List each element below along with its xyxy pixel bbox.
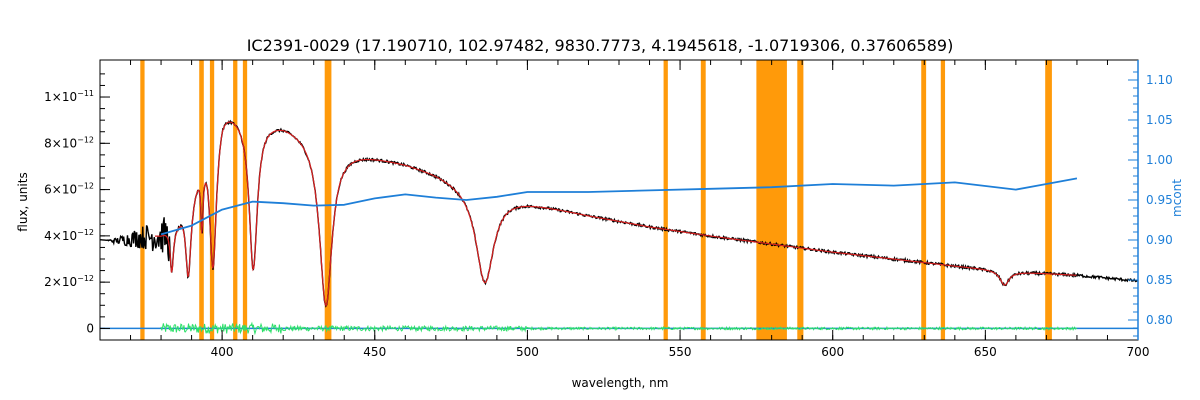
masked-regions xyxy=(140,60,1052,340)
y2-tick-label: 0.95 xyxy=(1146,193,1173,207)
y-tick-label: 6×10−12 xyxy=(44,182,94,197)
y-axis-left: 0 2×10−12 4×10−12 6×10−12 8×10−12 1×10−11 xyxy=(44,73,110,335)
mask-band-7 xyxy=(700,60,706,340)
mask-band-12 xyxy=(1045,60,1052,340)
y-tick-label: 8×10−12 xyxy=(44,135,94,150)
y2-tick-label: 1.00 xyxy=(1146,153,1173,167)
mask-band-8 xyxy=(756,60,787,340)
x-tick-label: 600 xyxy=(821,345,844,359)
continuum-series xyxy=(160,177,1078,236)
x-tick-label: 700 xyxy=(1127,345,1150,359)
y-tick-label: 0 xyxy=(86,321,94,335)
mask-band-1 xyxy=(199,60,204,340)
plot-frame xyxy=(99,59,1139,341)
mask-band-3 xyxy=(233,60,238,340)
x-tick-label: 550 xyxy=(669,345,692,359)
y-tick-label: 2×10−12 xyxy=(44,274,94,289)
y2-tick-label: 0.80 xyxy=(1146,313,1173,327)
residual-series xyxy=(160,321,1078,336)
y2-tick-label: 1.05 xyxy=(1146,113,1173,127)
mask-band-0 xyxy=(140,60,145,340)
chart-title: IC2391-0029 (17.190710, 102.97482, 9830.… xyxy=(247,36,954,55)
y-tick-label: 1×10−11 xyxy=(44,89,94,104)
x-axis: 400 450 500 550 600 650 700 xyxy=(99,60,1150,359)
y2-tick-label: 1.10 xyxy=(1146,73,1173,87)
y2-axis-title: mcont xyxy=(1170,179,1184,217)
y-axis-title: flux, units xyxy=(16,172,30,231)
x-axis-title: wavelength, nm xyxy=(572,376,669,390)
x-tick-label: 400 xyxy=(211,345,234,359)
x-tick-label: 450 xyxy=(363,345,386,359)
mask-band-4 xyxy=(242,60,248,340)
model-series xyxy=(154,121,1077,307)
series-layer xyxy=(99,119,1139,336)
mask-band-9 xyxy=(797,60,804,340)
y-axis-right: 0.80 0.85 0.90 0.95 1.00 1.05 1.10 xyxy=(1128,60,1173,340)
observed-series xyxy=(99,119,1139,308)
y2-tick-label: 0.90 xyxy=(1146,233,1173,247)
mask-band-11 xyxy=(940,60,946,340)
y-tick-label: 4×10−12 xyxy=(44,228,94,243)
mask-band-10 xyxy=(921,60,927,340)
x-tick-label: 500 xyxy=(516,345,539,359)
x-tick-label: 650 xyxy=(974,345,997,359)
mask-band-6 xyxy=(663,60,668,340)
mask-band-5 xyxy=(324,60,332,340)
y2-tick-label: 0.85 xyxy=(1146,273,1173,287)
mask-band-2 xyxy=(209,60,215,340)
